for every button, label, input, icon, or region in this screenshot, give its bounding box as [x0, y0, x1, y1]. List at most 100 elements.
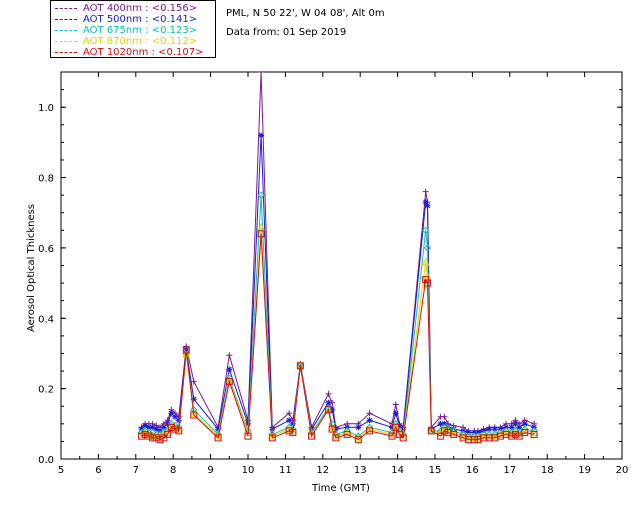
- data-point: [172, 413, 179, 420]
- data-point: [225, 378, 233, 386]
- data-point: [141, 427, 149, 435]
- data-point: [515, 430, 523, 438]
- data-point: [153, 426, 160, 433]
- data-point: [167, 423, 175, 431]
- x-tick-label: 19: [578, 465, 591, 476]
- legend-entry-500: AOT 500nm : <0.141>: [55, 14, 197, 25]
- data-point: [502, 428, 510, 437]
- data-point: [332, 434, 340, 442]
- legend-swatch: [55, 51, 77, 53]
- data-point: [141, 428, 149, 437]
- series-line: [141, 135, 535, 434]
- date-info: Data from: 01 Sep 2019: [226, 27, 347, 38]
- data-point: [268, 432, 277, 440]
- x-tick-label: 17: [503, 465, 516, 476]
- legend-entry-870: AOT 870nm : <0.112>: [55, 36, 197, 47]
- legend-label: AOT 500nm : <0.141>: [83, 14, 198, 25]
- data-point: [182, 346, 190, 354]
- data-point: [530, 430, 538, 438]
- data-point: [511, 430, 519, 438]
- data-point: [421, 226, 430, 235]
- data-point: [470, 436, 478, 444]
- data-point: [437, 432, 445, 440]
- plot-frame: [60, 71, 623, 460]
- data-point: [332, 432, 340, 440]
- data-point: [424, 202, 431, 209]
- data-point: [521, 420, 528, 427]
- data-point: [152, 434, 160, 442]
- series-3: [137, 222, 538, 442]
- data-point: [530, 428, 538, 437]
- data-point: [226, 366, 233, 373]
- y-tick-label: 0.4: [38, 314, 54, 325]
- series-line: [141, 195, 535, 437]
- data-point: [437, 420, 444, 427]
- data-point: [459, 432, 467, 440]
- data-point: [491, 426, 498, 433]
- data-point: [190, 411, 198, 419]
- data-point: [479, 430, 488, 439]
- data-point: [289, 426, 297, 435]
- data-point: [366, 410, 373, 417]
- data-point: [366, 427, 374, 435]
- x-tick-label: 20: [616, 465, 629, 476]
- data-point: [366, 417, 373, 424]
- y-tick-label: 0.2: [38, 385, 54, 396]
- data-point: [474, 433, 482, 442]
- data-point: [392, 410, 399, 417]
- x-tick-label: 14: [391, 465, 404, 476]
- legend-label: AOT 1020nm : <0.107>: [83, 47, 204, 58]
- data-point: [450, 430, 458, 438]
- data-point: [175, 427, 183, 435]
- data-point: [258, 132, 265, 139]
- legend-label: AOT 400nm : <0.156>: [83, 3, 198, 14]
- legend-entry-400: AOT 400nm : <0.156>: [55, 3, 197, 14]
- data-point: [289, 420, 296, 427]
- data-point: [141, 430, 149, 438]
- y-tick-label: 1.0: [38, 103, 54, 114]
- data-point: [511, 428, 520, 437]
- data-point: [491, 432, 499, 440]
- series-2: [137, 191, 538, 440]
- legend-swatch: [55, 40, 77, 42]
- data-point: [325, 390, 332, 397]
- data-point: [286, 417, 293, 424]
- data-point: [520, 426, 529, 435]
- data-point: [160, 434, 168, 442]
- data-point: [354, 436, 362, 444]
- data-point: [167, 421, 176, 430]
- data-point: [516, 424, 523, 431]
- data-point: [496, 430, 505, 438]
- data-point: [137, 432, 145, 440]
- data-point: [257, 191, 265, 199]
- data-point: [257, 230, 265, 238]
- data-point: [285, 427, 293, 435]
- data-point: [422, 188, 429, 195]
- data-point: [145, 432, 153, 440]
- x-tick-label: 6: [95, 465, 101, 476]
- data-point: [343, 430, 351, 438]
- legend-entry-675: AOT 675nm : <0.123>: [55, 25, 197, 36]
- data-point: [328, 425, 336, 433]
- data-point: [395, 428, 404, 437]
- x-tick-label: 11: [279, 465, 292, 476]
- data-point: [423, 244, 432, 252]
- data-point: [190, 378, 197, 385]
- x-tick-label: 16: [466, 465, 479, 476]
- data-point: [149, 424, 156, 431]
- data-point: [508, 424, 515, 431]
- x-axis-label: Time (GMT): [311, 483, 370, 494]
- data-point: [258, 72, 265, 75]
- data-point: [285, 424, 293, 433]
- data-point: [423, 271, 432, 280]
- data-point: [441, 413, 448, 420]
- data-point: [175, 417, 182, 424]
- data-point: [365, 424, 374, 433]
- data-point: [427, 427, 435, 435]
- legend-label: AOT 675nm : <0.123>: [83, 25, 198, 36]
- data-point: [257, 222, 265, 231]
- data-point: [332, 426, 339, 433]
- legend-label: AOT 870nm : <0.112>: [83, 36, 198, 47]
- data-point: [168, 410, 175, 417]
